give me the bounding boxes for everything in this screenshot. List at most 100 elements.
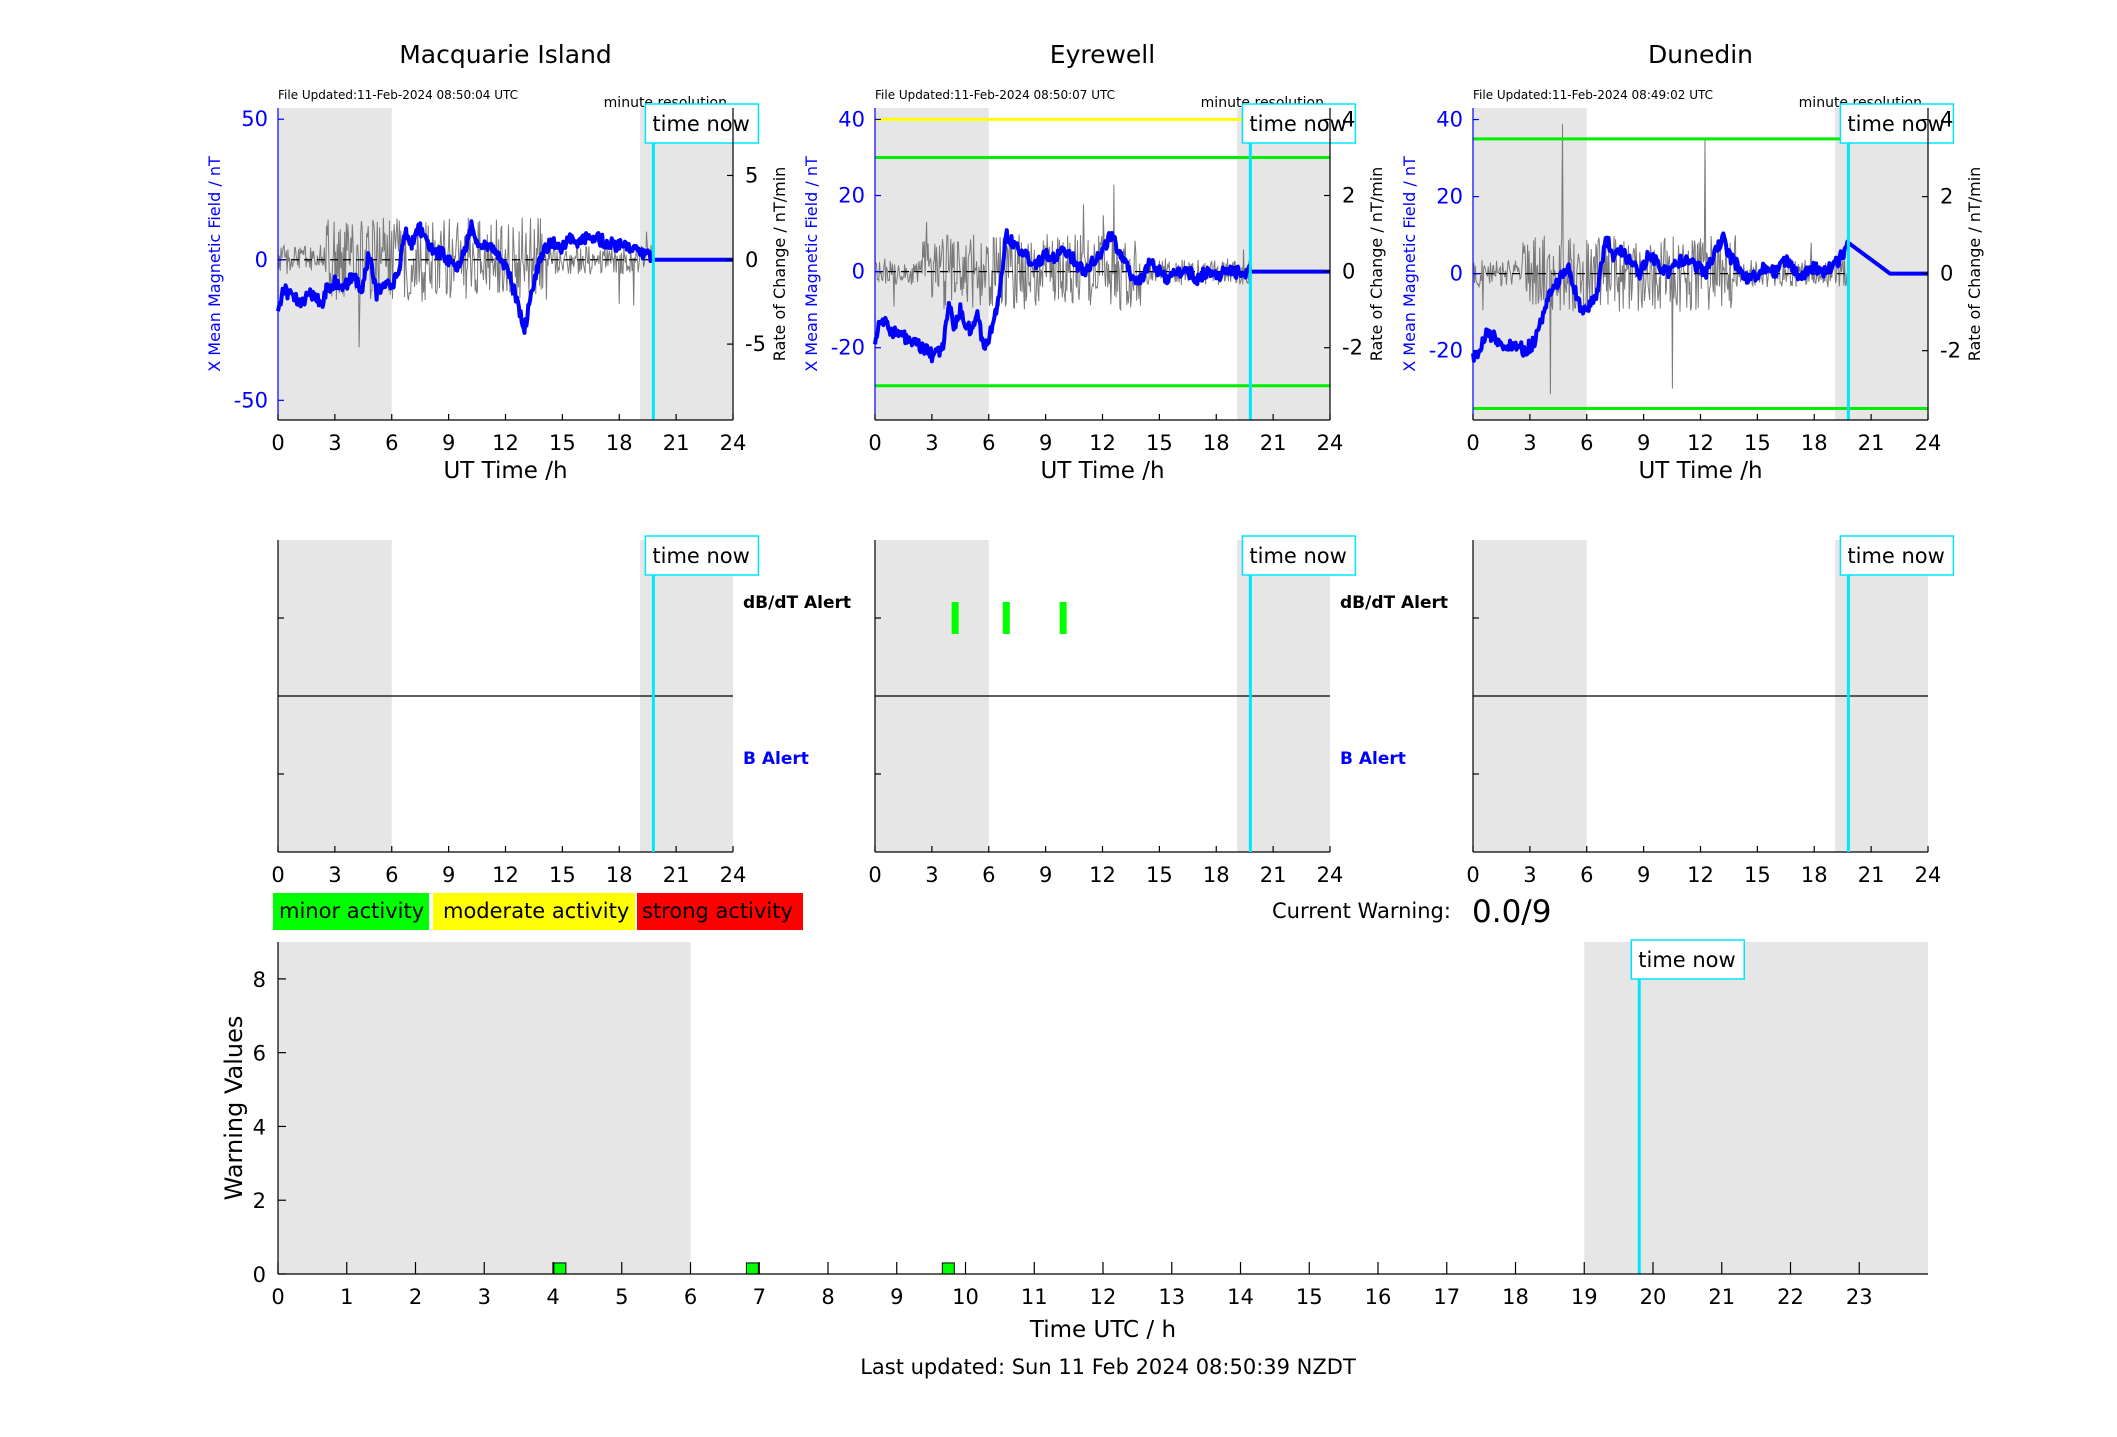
x-tick-label: 3 <box>328 431 341 455</box>
time-now-box <box>1241 103 1357 144</box>
night-band <box>1835 108 1928 420</box>
x-tick-label: 3 <box>925 431 938 455</box>
x-axis-label: Time UTC / h <box>1029 1317 1176 1343</box>
b-alert-label: B Alert <box>1340 749 1406 769</box>
x-tick-label: 20 <box>1640 1285 1667 1309</box>
x-tick-label: 14 <box>1227 1285 1254 1309</box>
x-tick-label: 3 <box>478 1285 491 1309</box>
night-band <box>278 942 691 1274</box>
legend-minor-swatch <box>271 891 431 932</box>
station-title: Eyrewell <box>1050 40 1155 69</box>
y-tick-label: 8 <box>253 968 266 992</box>
x-tick-label: 7 <box>753 1285 766 1309</box>
y-left-tick-label: 40 <box>1436 108 1463 132</box>
y-left-tick-label: 40 <box>838 107 865 131</box>
x-tick-label: 15 <box>1146 863 1173 887</box>
station-panels: Macquarie Island File Updated:11-Feb-2024… <box>205 40 1984 484</box>
time-now-label: time now <box>1638 948 1735 972</box>
x-tick-label: 15 <box>549 431 576 455</box>
y-left-tick-label: -20 <box>1429 339 1463 363</box>
x-tick-label: 19 <box>1571 1285 1598 1309</box>
y-right-tick-label: 0 <box>1940 262 1953 286</box>
x-tick-label: 9 <box>1039 863 1052 887</box>
y-left-tick-label: 20 <box>838 184 865 208</box>
x-tick-label: 3 <box>1523 431 1536 455</box>
current-warning-value: 0.0/9 <box>1472 894 1551 930</box>
time-now-box <box>1630 939 1745 980</box>
y-right-tick-label: 2 <box>1342 184 1355 208</box>
x-tick-label: 6 <box>982 431 995 455</box>
x-tick-label: 13 <box>1158 1285 1185 1309</box>
field-series <box>873 228 1332 364</box>
field-series <box>1471 231 1930 363</box>
y-left-tick-label: 20 <box>1436 185 1463 209</box>
x-tick-label: 12 <box>1687 863 1714 887</box>
night-band <box>640 108 733 420</box>
station-title: Dunedin <box>1648 40 1753 69</box>
y-tick-label: 4 <box>253 1115 266 1139</box>
y-right-axis-label: Rate of Change / nT/min <box>1965 167 1984 362</box>
x-tick-label: 9 <box>442 431 455 455</box>
y-tick-label: 6 <box>253 1042 266 1066</box>
x-tick-label: 3 <box>925 863 938 887</box>
x-tick-label: 24 <box>1317 863 1344 887</box>
x-tick-label: 18 <box>606 863 633 887</box>
y-right-tick-label: 4 <box>1940 108 1953 132</box>
x-tick-label: 9 <box>890 1285 903 1309</box>
x-tick-label: 6 <box>684 1285 697 1309</box>
legend-moderate-label: moderate activity <box>443 899 629 923</box>
x-tick-label: 21 <box>663 863 690 887</box>
last-updated-text: Last updated: Sun 11 Feb 2024 08:50:39 N… <box>860 1355 1356 1379</box>
station-panel-eyrewell: Eyrewell File Updated:11-Feb-2024 08:50:0… <box>802 40 1386 484</box>
y-left-tick-label: 50 <box>241 107 268 131</box>
y-axis-label: Warning Values <box>220 1016 248 1201</box>
x-tick-label: 9 <box>1039 431 1052 455</box>
x-tick-label: 15 <box>1744 431 1771 455</box>
time-now-label: time now <box>652 544 749 568</box>
x-tick-label: 0 <box>868 863 881 887</box>
y-right-tick-label: -5 <box>745 332 766 356</box>
time-now-box <box>1839 103 1955 144</box>
x-tick-label: 6 <box>385 431 398 455</box>
x-tick-label: 6 <box>1580 863 1593 887</box>
legend-moderate-swatch <box>431 891 637 932</box>
x-tick-label: 18 <box>606 431 633 455</box>
y-left-tick-label: 0 <box>1450 262 1463 286</box>
x-tick-label: 18 <box>1801 431 1828 455</box>
x-tick-label: 22 <box>1777 1285 1804 1309</box>
file-updated-text: File Updated:11-Feb-2024 08:50:04 UTC <box>278 88 518 102</box>
x-tick-label: 2 <box>409 1285 422 1309</box>
time-now-box <box>644 535 760 576</box>
x-tick-label: 12 <box>1090 1285 1117 1309</box>
x-tick-label: 12 <box>1089 431 1116 455</box>
field-series <box>276 219 735 335</box>
dbdt-alert-mark <box>1002 602 1010 634</box>
x-tick-label: 24 <box>720 863 747 887</box>
x-tick-label: 16 <box>1365 1285 1392 1309</box>
x-tick-label: 0 <box>271 863 284 887</box>
time-now-label: time now <box>1249 544 1346 568</box>
time-now-label: time now <box>1847 544 1944 568</box>
x-tick-label: 21 <box>1858 863 1885 887</box>
x-axis-label: UT Time /h <box>443 458 567 484</box>
alert-panels: time now dB/dT Alert B Alert 0 3 6 9 12 15 18 21 24… <box>271 535 1955 887</box>
x-tick-label: 5 <box>615 1285 628 1309</box>
x-tick-label: 21 <box>663 431 690 455</box>
x-tick-label: 24 <box>1915 431 1942 455</box>
time-now-box <box>1241 535 1357 576</box>
station-panel-macquarie-island: Macquarie Island File Updated:11-Feb-2024… <box>205 40 789 484</box>
y-right-axis-label: Rate of Change / nT/min <box>770 167 789 362</box>
time-now-label: time now <box>1847 112 1944 136</box>
y-left-tick-label: -50 <box>234 388 268 412</box>
current-warning-label: Current Warning: <box>1272 899 1451 923</box>
x-tick-label: 18 <box>1203 431 1230 455</box>
x-tick-label: 23 <box>1846 1285 1873 1309</box>
alert-panel-eyrewell: time now dB/dT Alert B Alert 0 3 6 9 12 15 18 21 24 <box>868 535 1448 887</box>
x-axis-label: UT Time /h <box>1040 458 1164 484</box>
dbdt-alert-label: dB/dT Alert <box>743 593 851 613</box>
x-tick-label: 0 <box>271 1285 284 1309</box>
x-tick-label: 17 <box>1433 1285 1460 1309</box>
x-tick-label: 9 <box>442 863 455 887</box>
y-left-axis-label: X Mean Magnetic Field / nT <box>1400 156 1419 372</box>
